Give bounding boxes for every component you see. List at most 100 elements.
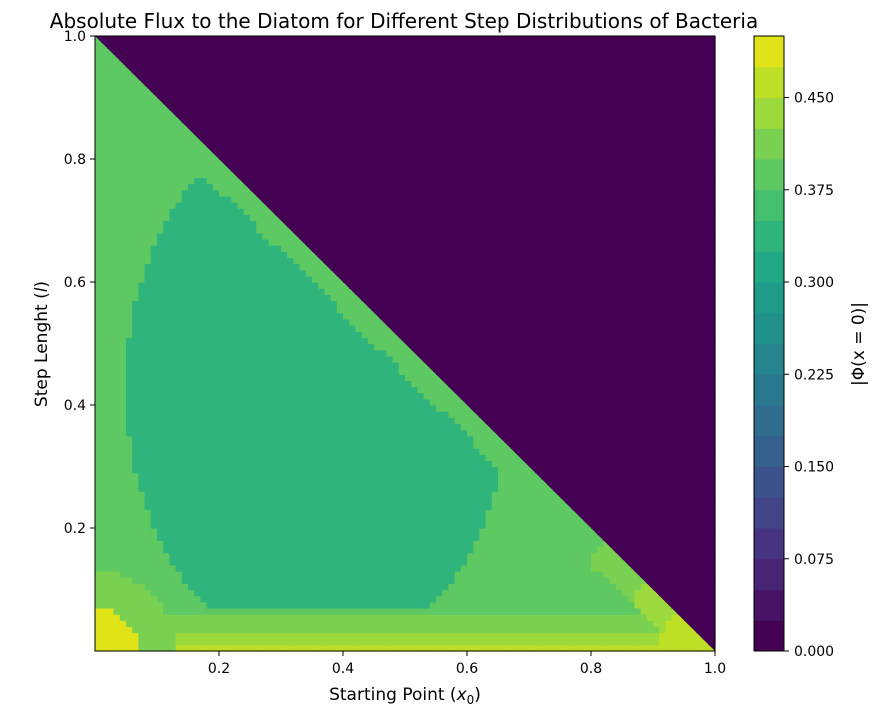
heatmap-cell: [256, 478, 263, 486]
heatmap-cell: [318, 601, 325, 609]
heatmap-cell: [219, 583, 226, 591]
heatmap-cell: [293, 466, 301, 474]
heatmap-cell: [355, 546, 363, 554]
heatmap-cell: [380, 644, 387, 652]
heatmap-cell: [113, 232, 121, 240]
heatmap-cell: [287, 417, 294, 425]
heatmap-cell: [150, 558, 158, 566]
heatmap-cell: [157, 558, 164, 566]
heatmap-cell: [349, 417, 356, 425]
heatmap-cell: [243, 312, 251, 320]
heatmap-cell: [287, 343, 294, 351]
heatmap-cell: [119, 177, 127, 185]
heatmap-cell: [237, 386, 245, 394]
heatmap-cell: [163, 564, 170, 572]
heatmap-cell: [113, 269, 121, 277]
heatmap-cell: [281, 380, 288, 388]
heatmap-cell: [113, 288, 121, 295]
heatmap-cell: [293, 546, 301, 554]
heatmap-cell: [219, 275, 226, 283]
heatmap-cell: [113, 534, 121, 541]
heatmap-cell: [169, 331, 177, 338]
heatmap-cell: [386, 343, 394, 351]
heatmap-cell: [138, 435, 146, 443]
heatmap-cell: [392, 411, 400, 418]
heatmap-cell: [188, 294, 195, 302]
heatmap-cell: [324, 269, 332, 277]
heatmap-cell: [324, 515, 332, 523]
heatmap-cell: [101, 571, 108, 578]
heatmap-cell: [138, 251, 146, 258]
heatmap-cell: [119, 534, 127, 541]
heatmap-cell: [237, 300, 245, 308]
heatmap-cell: [237, 245, 245, 252]
heatmap-cell: [361, 632, 369, 640]
heatmap-cell: [262, 282, 270, 289]
heatmap-cell: [113, 601, 121, 609]
heatmap-cell: [206, 349, 214, 357]
heatmap-cell: [386, 503, 394, 511]
heatmap-cell: [95, 405, 102, 412]
heatmap-cell: [355, 460, 363, 468]
heatmap-cell: [250, 288, 257, 295]
heatmap-cell: [318, 288, 325, 295]
heatmap-cell: [250, 325, 257, 332]
heatmap-cell: [163, 349, 170, 357]
heatmap-cell: [237, 263, 245, 271]
heatmap-cell: [163, 171, 170, 179]
heatmap-cell: [343, 405, 350, 412]
heatmap-cell: [305, 392, 313, 400]
heatmap-cell: [206, 263, 214, 271]
heatmap-cell: [206, 577, 214, 584]
heatmap-cell: [237, 595, 245, 603]
heatmap-cell: [225, 607, 232, 615]
heatmap-cell: [324, 595, 332, 603]
heatmap-cell: [293, 349, 301, 357]
heatmap-cell: [392, 540, 400, 548]
heatmap-cell: [107, 478, 115, 486]
heatmap-cell: [324, 491, 332, 498]
heatmap-cell: [95, 263, 102, 271]
heatmap-cell: [250, 214, 257, 222]
heatmap-cell: [101, 91, 108, 99]
heatmap-cell: [157, 251, 164, 258]
heatmap-cell: [262, 417, 270, 425]
heatmap-cell: [299, 417, 307, 425]
heatmap-cell: [398, 503, 406, 511]
heatmap-cell: [293, 417, 301, 425]
heatmap-cell: [206, 441, 214, 449]
heatmap-cell: [268, 417, 276, 425]
heatmap-cell: [312, 607, 319, 615]
heatmap-cell: [361, 503, 369, 511]
heatmap-cell: [299, 620, 307, 627]
heatmap-cell: [305, 361, 313, 369]
heatmap-cell: [312, 312, 319, 320]
heatmap-cell: [95, 97, 102, 105]
heatmap-cell: [293, 232, 301, 240]
heatmap-cell: [343, 595, 350, 603]
heatmap-cell: [150, 152, 158, 160]
heatmap-cell: [231, 435, 239, 443]
heatmap-cell: [299, 275, 307, 283]
heatmap-cell: [287, 263, 294, 271]
heatmap-cell: [330, 435, 338, 443]
heatmap-cell: [206, 325, 214, 332]
heatmap-cell: [157, 534, 164, 541]
heatmap-cell: [374, 540, 381, 548]
heatmap-cell: [386, 638, 394, 646]
heatmap-cell: [380, 540, 387, 548]
heatmap-cell: [107, 85, 115, 92]
heatmap-cell: [386, 405, 394, 412]
heatmap-cell: [181, 128, 189, 135]
heatmap-cell: [132, 251, 139, 258]
heatmap-cell: [219, 448, 226, 455]
heatmap-cell: [231, 540, 239, 548]
heatmap-cell: [107, 177, 115, 185]
heatmap-cell: [169, 208, 177, 215]
heatmap-cell: [250, 232, 257, 240]
heatmap-cell: [225, 269, 232, 277]
heatmap-cell: [343, 626, 350, 634]
heatmap-cell: [237, 337, 245, 345]
heatmap-cell: [138, 497, 146, 504]
heatmap-cell: [157, 607, 164, 615]
